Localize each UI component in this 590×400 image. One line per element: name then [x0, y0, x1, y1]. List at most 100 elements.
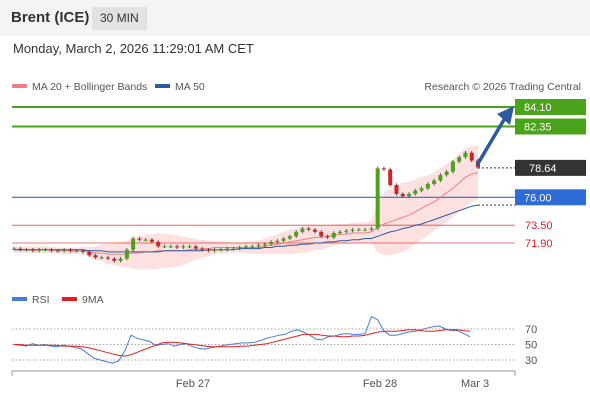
candle-body [463, 152, 468, 158]
rsi-9ma-line [14, 329, 471, 357]
candle-body [419, 188, 424, 191]
candle-body [162, 246, 167, 248]
candle-body [400, 193, 405, 197]
candle-body [206, 249, 211, 251]
candle-body [375, 168, 380, 229]
candle-body [350, 229, 355, 231]
candle-body [68, 249, 73, 251]
candle-body [281, 238, 286, 241]
candle-body [444, 171, 449, 175]
symbol-title: Brent (ICE) [11, 9, 90, 26]
candle-body [413, 190, 418, 194]
last-price-tag [515, 159, 586, 176]
candle-body [62, 249, 67, 251]
candle-body [269, 241, 274, 245]
price-levels [12, 106, 515, 244]
candle-body [49, 249, 54, 251]
candle-body [124, 249, 129, 259]
candle-body [74, 250, 79, 252]
candle-body [181, 246, 186, 248]
support-tag-label: 73.50 [525, 220, 553, 232]
candle-body [187, 246, 192, 248]
candle-body [356, 229, 361, 231]
level-tags: 84.10 82.35 78.64 76.00 73.50 71.90 [515, 99, 586, 250]
candle-body [306, 228, 311, 230]
candle-body [325, 236, 330, 238]
candle-body [18, 248, 23, 250]
candle-body [244, 246, 248, 248]
resistance-tag-label: 82.35 [524, 122, 552, 134]
timeframe-button[interactable]: 30 MIN [92, 7, 147, 30]
legend-ma50-swatch [155, 84, 170, 88]
candle-body [112, 258, 117, 261]
candle-body [469, 152, 474, 161]
candle-body [287, 236, 292, 239]
candles [12, 151, 480, 263]
candle-body [99, 257, 104, 259]
candle-body [450, 161, 455, 172]
candle-body [200, 248, 205, 250]
legend-ma20-swatch [12, 84, 27, 88]
candle-body [425, 183, 430, 189]
candle-body [43, 249, 48, 251]
legend-9ma-label: 9MA [82, 294, 104, 306]
x-tick-label: Mar 3 [461, 378, 489, 390]
credit-text: Research © 2026 Trading Central [424, 81, 581, 93]
candle-body [331, 232, 336, 238]
candle-body [388, 169, 393, 186]
candle-body [432, 180, 437, 184]
candle-body [407, 193, 412, 197]
candle-body [363, 229, 368, 231]
candle-body [369, 228, 374, 230]
x-tick-label: Feb 28 [363, 378, 397, 390]
candle-body [137, 238, 142, 240]
candle-body [80, 250, 85, 252]
resistance-tag [515, 118, 586, 135]
candle-body [256, 245, 261, 247]
candle-body [381, 168, 386, 170]
candle-body [106, 257, 111, 259]
candle-body [438, 175, 443, 181]
candle-body [225, 248, 230, 250]
candle-body [262, 244, 267, 246]
candle-body [12, 248, 16, 250]
legend-9ma-swatch [62, 297, 77, 301]
candle-body [250, 246, 255, 248]
forecast-arrow-shaft [475, 117, 507, 167]
candle-body [394, 185, 399, 194]
candle-body [24, 249, 29, 251]
candle-body [175, 246, 180, 248]
resistance-tag [515, 99, 586, 115]
candle-body [93, 255, 98, 258]
resistance-tag-label: 84.10 [524, 102, 552, 114]
candle-body [143, 239, 148, 241]
forecast-arrow [475, 106, 514, 167]
candle-body [156, 241, 161, 247]
candle-body [149, 239, 154, 242]
rsi-tick-label: 30 [525, 355, 537, 367]
candle-body [300, 228, 305, 232]
candle-body [275, 240, 280, 242]
candle-body [55, 250, 60, 252]
rsi-line [13, 315, 471, 364]
candle-body [312, 229, 317, 232]
candle-body [237, 247, 242, 249]
legend-ma50-label: MA 50 [175, 81, 205, 93]
candle-body [212, 249, 217, 251]
legend-ma20-label: MA 20 + Bollinger Bands [32, 81, 147, 93]
candle-body [168, 246, 173, 248]
timestamp: Monday, March 2, 2026 11:29:01 AM CET [13, 41, 254, 56]
candle-body [218, 249, 223, 251]
rsi-tick-label: 50 [525, 340, 537, 352]
candle-body [319, 231, 324, 237]
rsi-tick-label: 70 [525, 324, 537, 336]
candle-body [457, 157, 462, 162]
last-price-tag-label: 78.64 [529, 163, 557, 175]
header-bar: Brent (ICE) 30 MIN [0, 0, 590, 36]
forecast-arrow-head [497, 106, 514, 125]
candle-body [294, 231, 299, 237]
candle-body [131, 238, 136, 250]
candle-body [344, 230, 349, 232]
support-tag-label: 71.90 [525, 238, 553, 250]
